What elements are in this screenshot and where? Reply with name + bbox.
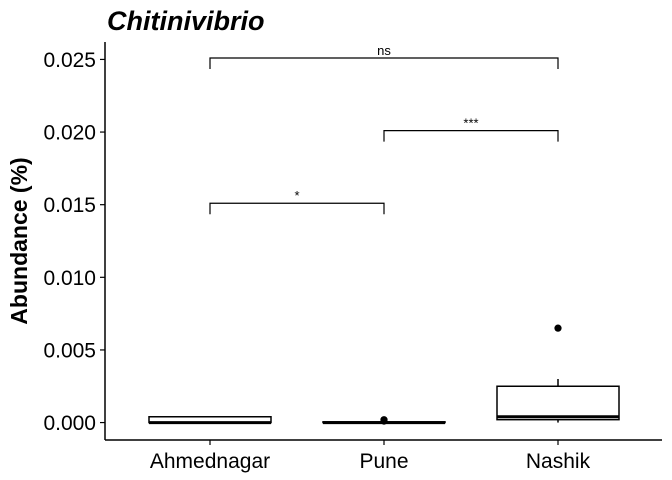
y-tick-label: 0.000 — [43, 412, 96, 435]
y-tick-label: 0.025 — [43, 49, 96, 72]
x-tick-label: Ahmednagar — [150, 450, 270, 473]
outlier-point — [554, 324, 562, 332]
outlier-point — [380, 417, 388, 425]
significance-bracket — [209, 202, 385, 215]
y-tick-label: 0.020 — [43, 122, 96, 145]
significance-bracket — [383, 130, 559, 142]
chart-title: Chitinivibrio — [107, 6, 265, 36]
x-tick-label: Pune — [359, 450, 408, 473]
significance-bracket — [209, 57, 559, 69]
y-tick-label: 0.010 — [43, 267, 96, 290]
significance-label: *** — [463, 116, 478, 131]
x-tick-label: Nashik — [526, 450, 591, 473]
y-tick-label: 0.015 — [43, 194, 96, 217]
significance-label: * — [294, 188, 299, 203]
significance-label: ns — [377, 43, 391, 58]
y-axis-label: Abundance (%) — [6, 157, 32, 324]
y-tick-label: 0.005 — [43, 339, 96, 362]
plot-marks: 0.000 0.005 0.010 0.015 0.020 0.025 Ahmednagar… — [43, 43, 620, 473]
box-nashik — [496, 385, 620, 421]
